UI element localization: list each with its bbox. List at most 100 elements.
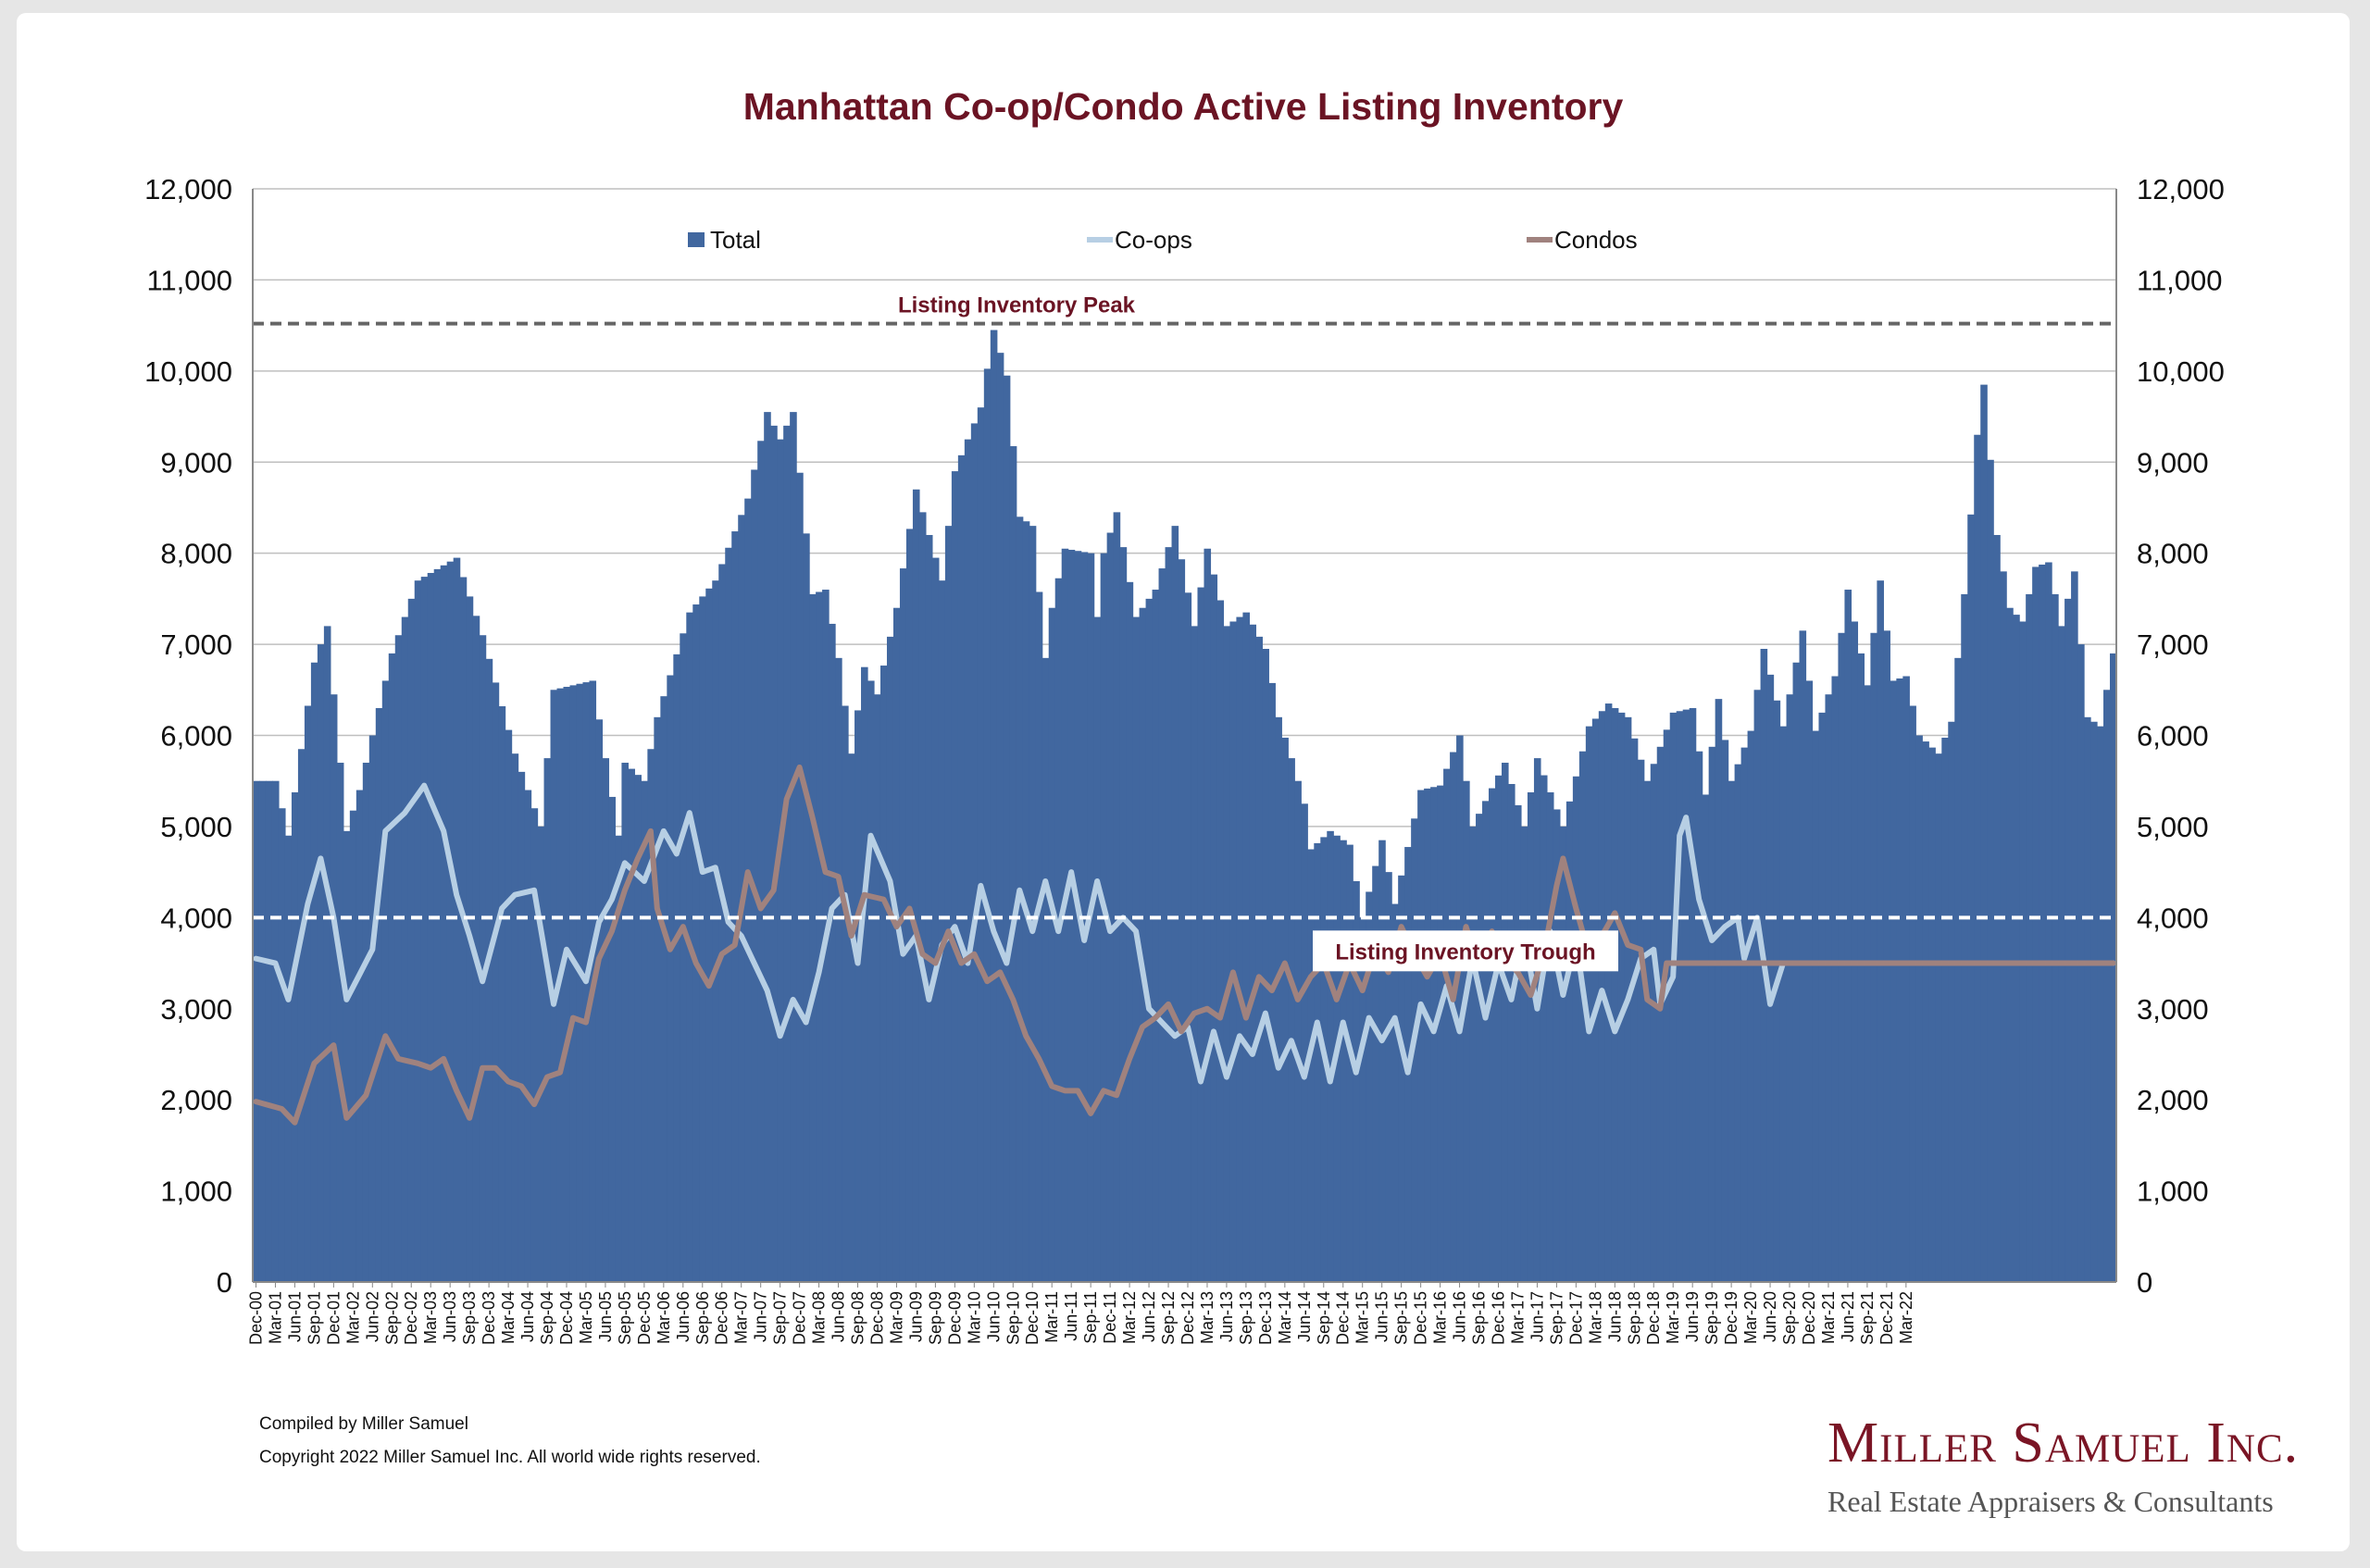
total-bar [667,675,674,1282]
total-bar [1294,780,1302,1282]
legend: Total Co-ops Condos [688,226,1638,254]
x-tick-label: Sep-20 [1780,1291,1799,1345]
total-bar [258,780,267,1282]
x-tick-label: Mar-05 [577,1291,595,1344]
x-tick-label: Dec-18 [1644,1291,1663,1345]
total-bar [1346,844,1353,1282]
series-lines [253,764,2116,1126]
total-bar [576,683,584,1282]
total-bar [938,580,946,1282]
total-bar [1275,716,1282,1282]
total-bar [511,753,519,1282]
y-tick-label-left: 7,000 [160,628,232,661]
total-bar [2032,566,2039,1282]
total-bar [970,423,979,1282]
total-bar [1825,694,1833,1282]
total-bar [647,749,655,1282]
x-tick-label: Dec-09 [945,1291,964,1345]
total-bar [608,796,617,1282]
total-bar [1482,801,1490,1282]
total-bar [1003,375,1011,1282]
total-bar [2000,571,2007,1282]
total-bar [2052,593,2059,1282]
total-bar [427,572,435,1282]
total-bar [996,353,1004,1282]
total-bar [718,564,726,1282]
total-bar [1993,534,2001,1282]
total-bar [1507,783,1516,1282]
total-bar [2006,607,2014,1282]
total-bar [304,705,312,1282]
x-tick-label: Sep-18 [1625,1291,1643,1345]
total-bar [317,644,325,1282]
x-tick-label: Dec-20 [1800,1291,1818,1345]
copyright-note: Copyright 2022 Miller Samuel Inc. All wo… [259,1448,761,1467]
x-tick-label: Dec-12 [1179,1291,1197,1345]
total-bar [1469,826,1477,1282]
total-bar [1753,690,1762,1282]
legend-label: Co-ops [1115,226,1192,254]
x-tick-label: Dec-07 [791,1291,809,1345]
total-bar [271,780,280,1282]
x-tick-label: Dec-02 [402,1291,420,1345]
total-bar [1424,788,1431,1282]
x-tick-label: Dec-16 [1489,1291,1507,1345]
y-tick-label-left: 12,000 [144,173,232,205]
compiled-by-note: Compiled by Miller Samuel [259,1414,468,1434]
total-bar [2103,690,2111,1282]
total-bar [1378,840,1386,1282]
total-bar [284,835,293,1282]
total-bar [1967,514,1975,1282]
x-tick-label: Jun-15 [1373,1291,1391,1342]
total-bar [1902,676,1910,1282]
total-bar [1255,636,1263,1282]
total-bar [1197,587,1205,1282]
x-tick-label: Sep-10 [1004,1291,1022,1345]
trough-reference-label: Listing Inventory Trough [1335,940,1595,964]
total-bar [1786,694,1794,1282]
total-bar [1721,740,1729,1282]
total-bar [1495,775,1503,1282]
y-tick-label-left: 4,000 [160,902,232,934]
total-bar [1210,574,1218,1282]
total-bar [1514,804,1522,1282]
total-bars [253,330,2117,1283]
total-bar [1249,624,1256,1282]
total-bar [673,653,680,1282]
total-bar [1715,699,1723,1282]
total-bar [705,588,713,1282]
total-bar [1831,676,1840,1282]
total-bar [375,707,383,1282]
x-tick-label: Sep-14 [1315,1291,1333,1345]
y-tick-label-left: 3,000 [160,993,232,1026]
total-bar [1682,709,1690,1282]
x-tick-label: Mar-11 [1042,1291,1061,1343]
total-bar [1740,747,1749,1282]
x-tick-label: Dec-17 [1566,1291,1585,1345]
total-bar [1779,726,1788,1282]
total-bar [1604,703,1613,1282]
x-tick-label: Mar-09 [887,1291,905,1344]
total-bar [1857,653,1865,1282]
total-bar [2110,653,2117,1282]
total-bar [1890,680,1897,1282]
total-bar [1812,730,1820,1282]
y-tick-label-right: 2,000 [2137,1084,2209,1116]
total-bar [433,568,442,1282]
total-bar [440,565,448,1282]
total-bar [1191,626,1199,1282]
total-bar [829,623,836,1282]
x-tick-label: Mar-20 [1741,1291,1760,1344]
total-bar [1268,682,1276,1282]
legend-label: Total [710,226,761,254]
total-bar [2026,593,2033,1282]
total-bar [842,705,849,1282]
total-bar [1340,840,1347,1282]
total-bar [1178,559,1186,1282]
total-bar [1009,446,1017,1282]
total-bar [1366,891,1373,1282]
total-bar [498,706,506,1282]
total-bar [905,529,914,1282]
total-bar [1456,735,1464,1282]
total-bar [1463,780,1470,1282]
